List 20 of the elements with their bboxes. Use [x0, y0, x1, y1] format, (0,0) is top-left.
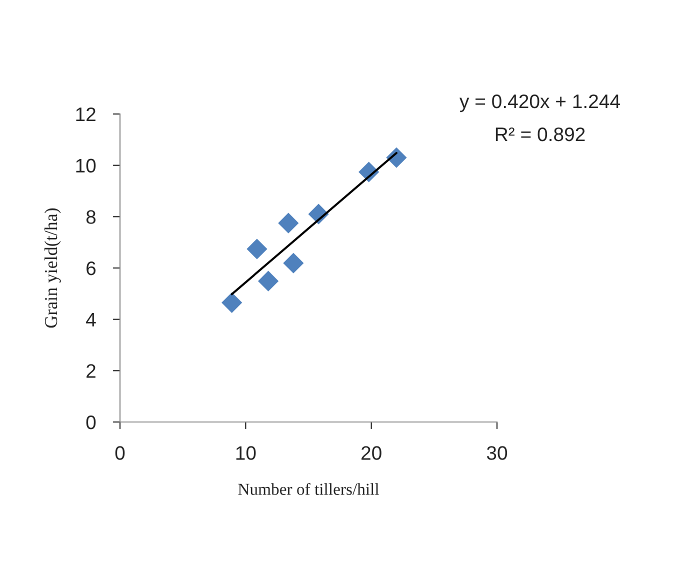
point [222, 292, 242, 313]
y-tick-label: 4 [86, 313, 96, 326]
annotation: R² = 0.892 [496, 127, 585, 142]
point [258, 270, 279, 292]
x-tick-label: 0 [115, 446, 125, 460]
y-tick-label: 6 [86, 261, 96, 276]
x-axis-title: Number of tillers/hill [238, 483, 379, 495]
point [246, 238, 268, 260]
y-tick-label: 0 [86, 415, 96, 430]
y-axis-title: Grain yield(t/ha) [44, 208, 61, 328]
y-tick-label: 12 [76, 107, 96, 122]
x-tick-label: 10 [236, 446, 256, 460]
x-tick-label: 30 [486, 446, 508, 460]
x-tick-label: 20 [362, 446, 382, 460]
point [278, 212, 299, 234]
point [283, 252, 304, 274]
y-tick-label: 2 [86, 364, 96, 378]
text: y = 0.420x + 1.244 [460, 94, 620, 112]
y-tick-label: 10 [76, 158, 96, 173]
y-tick-label: 8 [86, 210, 96, 224]
